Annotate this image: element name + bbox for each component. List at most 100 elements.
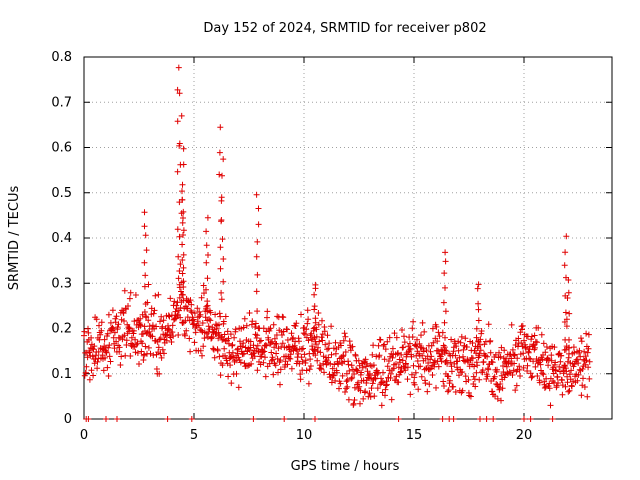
x-tick-label: 15 [406,428,423,443]
data-point [563,323,570,330]
data-point [207,317,214,324]
x-tick-label: 20 [516,428,533,443]
data-point [179,196,186,203]
data-point [561,262,568,269]
data-point [255,205,262,212]
data-point [574,377,581,384]
data-point [448,336,455,343]
data-point [100,367,107,374]
data-point [204,298,211,305]
y-tick-label: 0.2 [51,322,72,337]
data-point [368,385,375,392]
data-point [262,354,268,361]
data-point [170,333,177,340]
data-point [576,366,583,373]
data-point [410,362,417,369]
data-point [336,385,342,392]
data-point [274,355,281,362]
data-point [201,335,208,342]
data-point [580,356,587,363]
data-point [498,344,505,351]
data-point [459,387,466,394]
data-point [219,236,226,243]
data-point [535,324,542,331]
data-point [474,285,481,292]
data-point [201,290,207,297]
data-point [484,373,491,380]
data-point [310,327,317,334]
data-point [404,376,411,383]
data-point [113,313,120,320]
data-point [381,341,388,348]
data-point [552,359,559,366]
data-point [102,354,108,361]
data-point [237,359,244,366]
data-point [216,321,222,328]
data-point [307,356,314,363]
data-point [381,356,388,363]
data-point [349,343,356,350]
data-point [540,340,547,347]
data-point [558,352,565,359]
data-point [527,416,534,422]
data-point [160,317,167,324]
data-point [538,331,545,338]
data-point [180,251,187,258]
data-point [475,281,482,288]
data-point [492,393,498,400]
data-point [304,307,311,314]
data-point [355,357,362,364]
data-point [421,328,428,335]
data-point [279,340,286,347]
data-point [342,389,348,395]
data-point [538,367,544,374]
data-point [511,351,518,358]
grid-lines [84,57,612,419]
data-point [241,315,248,322]
data-point [305,380,312,387]
data-point [94,358,101,365]
data-point [514,355,521,362]
data-point [151,307,158,314]
data-point [414,358,421,364]
data-point [452,352,459,359]
data-point [268,357,275,364]
data-point [179,241,186,248]
data-point [277,381,283,388]
data-point [577,353,584,360]
data-point [161,350,167,357]
data-point [86,376,93,383]
data-point [300,345,306,352]
data-point [427,348,434,355]
data-point [420,348,427,355]
data-point [458,333,465,340]
data-point [431,357,438,364]
data-point [178,291,185,298]
data-point [313,333,320,340]
data-point [141,209,148,216]
data-point [204,275,211,282]
data-point [406,346,413,353]
data-point [158,313,165,320]
data-point [469,340,476,346]
data-point [83,363,90,370]
data-point [528,333,535,340]
data-point [273,350,280,357]
data-point [385,358,392,364]
data-point [315,310,322,316]
data-point [425,360,432,366]
data-point [200,282,207,289]
data-point [208,334,215,341]
data-point [125,303,131,309]
data-point [203,286,209,293]
data-point [272,362,279,369]
data-point [553,382,560,389]
data-point [254,367,261,374]
data-point [442,308,449,315]
data-point [261,348,268,355]
data-point [182,332,188,339]
data-point [370,342,377,349]
data-point [312,352,319,359]
data-point [297,371,304,378]
data-point [311,347,318,354]
